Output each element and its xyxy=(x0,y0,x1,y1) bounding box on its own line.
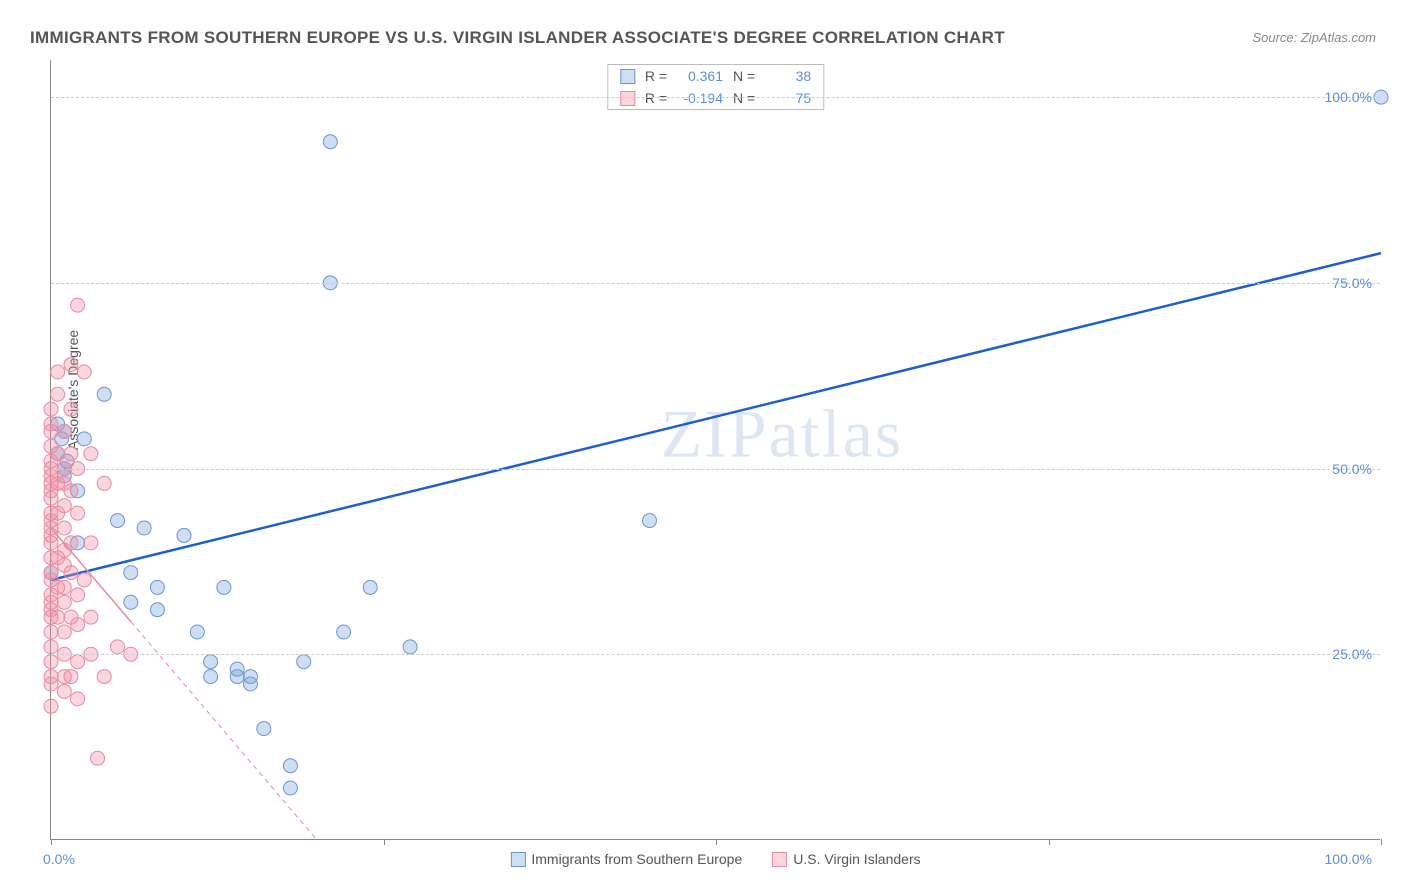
data-point xyxy=(150,603,164,617)
data-point xyxy=(57,625,71,639)
data-point xyxy=(204,655,218,669)
data-point xyxy=(244,677,258,691)
data-point xyxy=(44,655,58,669)
plot-area: Associate's Degree ZIPatlas 0.0% 100.0% … xyxy=(50,60,1380,840)
data-point xyxy=(204,670,218,684)
data-point xyxy=(71,506,85,520)
x-tick xyxy=(1049,839,1050,845)
data-point xyxy=(44,625,58,639)
stats-row-a: R = 0.361 N = 38 xyxy=(608,65,823,87)
legend-item-series-b: U.S. Virgin Islanders xyxy=(772,851,920,867)
data-point xyxy=(137,521,151,535)
legend-label-a: Immigrants from Southern Europe xyxy=(531,851,742,867)
scatter-svg xyxy=(51,60,1380,839)
data-point xyxy=(77,573,91,587)
data-point xyxy=(44,670,58,684)
y-tick-label: 25.0% xyxy=(1332,646,1372,662)
data-point xyxy=(64,358,78,372)
data-point xyxy=(57,499,71,513)
data-point xyxy=(124,566,138,580)
gridline xyxy=(51,97,1380,98)
data-point xyxy=(124,595,138,609)
data-point xyxy=(77,432,91,446)
gridline xyxy=(51,469,1380,470)
data-point xyxy=(64,484,78,498)
data-point xyxy=(111,514,125,528)
y-tick-label: 50.0% xyxy=(1332,461,1372,477)
data-point xyxy=(51,447,65,461)
data-point xyxy=(77,365,91,379)
data-point xyxy=(51,610,65,624)
x-tick xyxy=(384,839,385,845)
x-tick xyxy=(1381,839,1382,845)
data-point xyxy=(97,670,111,684)
data-point xyxy=(150,580,164,594)
x-tick xyxy=(716,839,717,845)
data-point xyxy=(337,625,351,639)
legend-swatch-b xyxy=(772,852,787,867)
data-point xyxy=(177,528,191,542)
data-point xyxy=(64,447,78,461)
data-point xyxy=(57,684,71,698)
chart-title: IMMIGRANTS FROM SOUTHERN EUROPE VS U.S. … xyxy=(30,28,1005,48)
data-point xyxy=(57,424,71,438)
data-point xyxy=(44,417,58,431)
data-point xyxy=(323,135,337,149)
data-point xyxy=(283,781,297,795)
data-point xyxy=(71,298,85,312)
stats-n-label: N = xyxy=(733,68,755,84)
gridline xyxy=(51,283,1380,284)
data-point xyxy=(64,566,78,580)
data-point xyxy=(44,566,58,580)
data-point xyxy=(44,699,58,713)
data-point xyxy=(51,365,65,379)
x-axis-label-min: 0.0% xyxy=(43,851,75,867)
y-tick-label: 100.0% xyxy=(1325,89,1372,105)
y-tick-label: 75.0% xyxy=(1332,275,1372,291)
stats-n-value-a: 38 xyxy=(765,68,811,84)
correlation-stats-box: R = 0.361 N = 38 R = -0.194 N = 75 xyxy=(607,64,824,110)
source-attribution: Source: ZipAtlas.com xyxy=(1252,30,1376,45)
data-point xyxy=(91,751,105,765)
trend-line xyxy=(51,253,1381,580)
data-point xyxy=(190,625,204,639)
data-point xyxy=(71,588,85,602)
legend-label-b: U.S. Virgin Islanders xyxy=(793,851,920,867)
data-point xyxy=(97,387,111,401)
data-point xyxy=(44,640,58,654)
legend-item-series-a: Immigrants from Southern Europe xyxy=(510,851,742,867)
data-point xyxy=(217,580,231,594)
data-point xyxy=(283,759,297,773)
data-point xyxy=(403,640,417,654)
data-point xyxy=(57,521,71,535)
x-axis-label-max: 100.0% xyxy=(1325,851,1372,867)
x-tick xyxy=(51,839,52,845)
data-point xyxy=(363,580,377,594)
bottom-legend: Immigrants from Southern Europe U.S. Vir… xyxy=(510,851,920,867)
data-point xyxy=(230,662,244,676)
data-point xyxy=(64,536,78,550)
data-point xyxy=(97,476,111,490)
data-point xyxy=(297,655,311,669)
data-point xyxy=(71,618,85,632)
data-point xyxy=(44,402,58,416)
data-point xyxy=(51,387,65,401)
data-point xyxy=(71,655,85,669)
stats-r-value-a: 0.361 xyxy=(677,68,723,84)
legend-swatch-a xyxy=(510,852,525,867)
data-point xyxy=(111,640,125,654)
data-point xyxy=(57,580,71,594)
gridline xyxy=(51,654,1380,655)
data-point xyxy=(257,722,271,736)
data-point xyxy=(64,670,78,684)
data-point xyxy=(84,536,98,550)
data-point xyxy=(84,610,98,624)
stats-r-label: R = xyxy=(645,68,667,84)
data-point xyxy=(57,595,71,609)
stats-swatch-a xyxy=(620,69,635,84)
data-point xyxy=(71,692,85,706)
data-point xyxy=(64,402,78,416)
data-point xyxy=(643,514,657,528)
data-point xyxy=(84,447,98,461)
